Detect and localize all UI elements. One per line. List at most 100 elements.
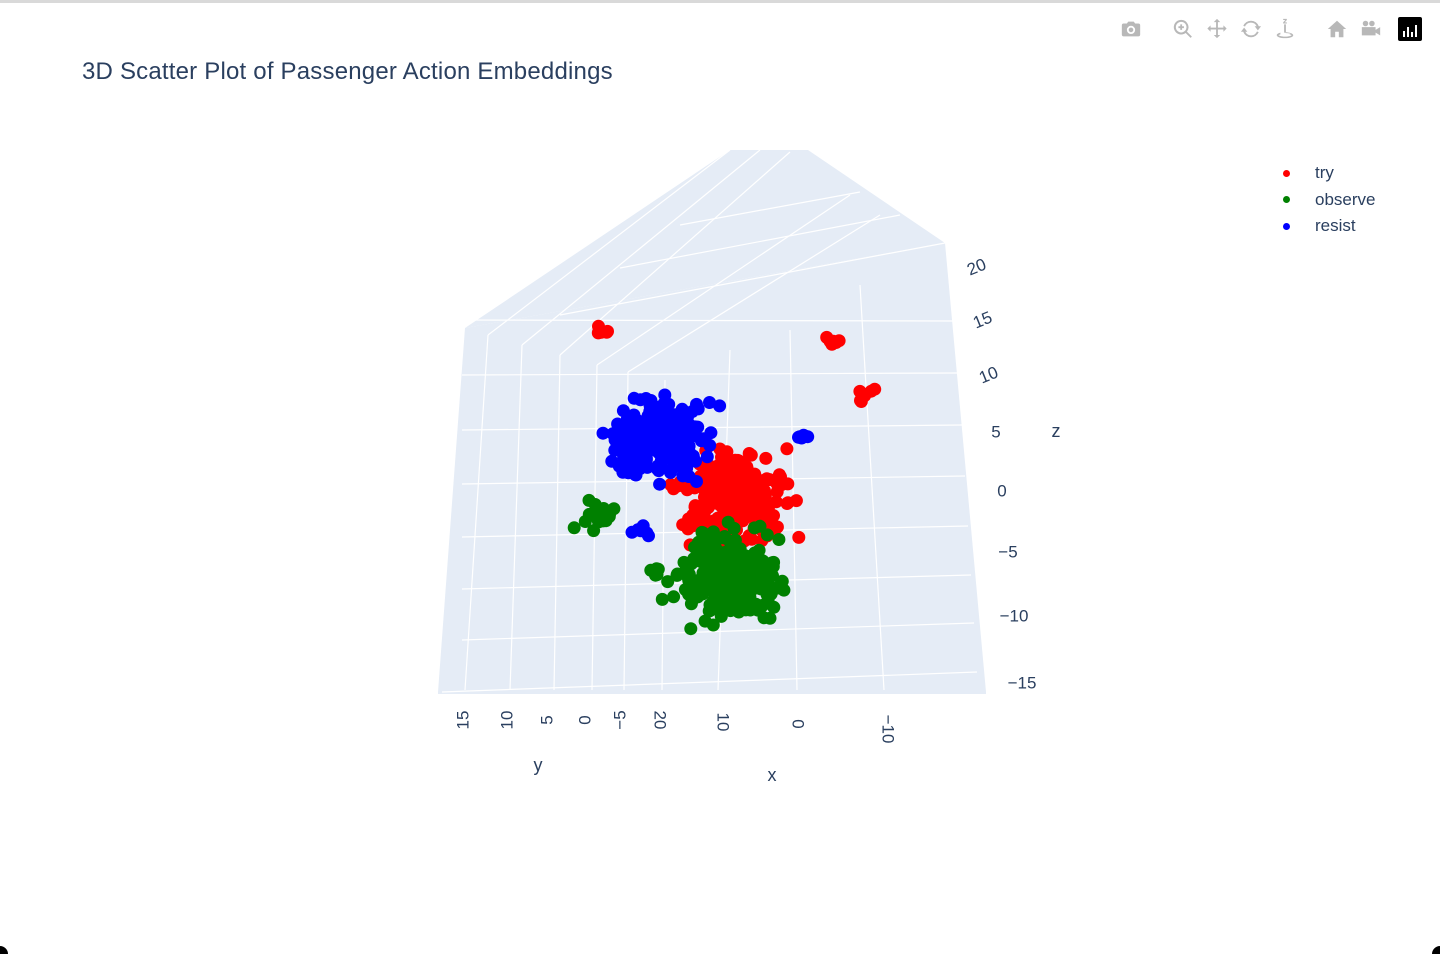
- grid-line-vertical: [509, 344, 523, 691]
- point-try: [759, 451, 773, 465]
- point-resist: [685, 405, 699, 418]
- x-axis-title: x: [768, 765, 777, 785]
- point-observe: [709, 566, 723, 580]
- point-try: [715, 499, 728, 513]
- legend-marker-resist: [1283, 222, 1290, 230]
- z-axis-title: z: [1052, 421, 1061, 441]
- point-observe: [681, 571, 695, 585]
- point-observe: [592, 515, 606, 529]
- window-top-border: [0, 0, 1440, 3]
- turntable-rotation-icon[interactable]: [1272, 16, 1298, 42]
- point-try: [736, 503, 749, 517]
- z-tick-label: 0: [997, 481, 1006, 500]
- point-observe: [723, 534, 737, 548]
- point-observe: [726, 544, 739, 558]
- point-resist: [700, 450, 714, 464]
- legend-item-try[interactable]: try: [1276, 160, 1375, 187]
- point-try: [825, 337, 839, 351]
- point-resist: [629, 414, 643, 428]
- grid-line-z: [461, 319, 957, 322]
- orbit-rotation-icon[interactable]: [1238, 16, 1264, 42]
- front-wall-plane: [438, 692, 986, 694]
- grid-line-floor: [521, 149, 761, 346]
- point-resist: [634, 524, 648, 538]
- point-observe: [752, 543, 766, 557]
- grid-line-z: [441, 671, 978, 693]
- zoom-icon[interactable]: [1170, 16, 1196, 42]
- point-resist: [627, 391, 641, 405]
- video-camera-icon[interactable]: [1358, 16, 1384, 42]
- point-resist: [596, 426, 610, 440]
- y-tick-label: 5: [537, 715, 556, 724]
- point-resist: [643, 399, 657, 413]
- point-try: [682, 512, 696, 526]
- point-try: [854, 394, 867, 407]
- point-try: [704, 467, 718, 481]
- point-try: [792, 530, 806, 544]
- legend-item-observe[interactable]: observe: [1276, 187, 1375, 214]
- z-tick-label: −10: [1000, 606, 1029, 625]
- plotly-logo-icon[interactable]: [1398, 17, 1422, 41]
- point-resist: [713, 399, 727, 413]
- legend-item-resist[interactable]: resist: [1276, 213, 1375, 240]
- point-try: [740, 462, 754, 476]
- home-icon[interactable]: [1324, 16, 1350, 42]
- point-observe: [567, 521, 581, 535]
- point-observe: [706, 618, 720, 632]
- camera-icon[interactable]: [1118, 16, 1144, 42]
- point-observe: [738, 585, 752, 599]
- point-try: [693, 503, 707, 517]
- x-tick-label: 0: [789, 719, 808, 728]
- point-observe: [711, 531, 724, 545]
- z-tick-label: 5: [991, 422, 1000, 441]
- point-resist: [606, 427, 620, 441]
- point-observe: [760, 528, 774, 542]
- point-resist: [649, 410, 663, 424]
- y-axis-title: y: [534, 755, 543, 775]
- chart-title: 3D Scatter Plot of Passenger Action Embe…: [82, 58, 613, 85]
- point-try: [781, 477, 795, 491]
- point-observe: [770, 581, 784, 595]
- point-observe: [655, 592, 669, 606]
- point-resist: [621, 466, 635, 480]
- point-observe: [709, 541, 723, 555]
- point-try: [713, 442, 727, 456]
- x-tick-label: 10: [714, 713, 733, 732]
- point-try: [780, 442, 794, 456]
- floor-plane: [465, 150, 945, 328]
- point-observe: [648, 564, 662, 578]
- point-try: [868, 382, 882, 396]
- point-observe: [731, 602, 745, 616]
- point-observe: [670, 568, 684, 582]
- legend-label-resist: resist: [1315, 216, 1356, 236]
- x-tick-label: 20: [651, 711, 670, 730]
- point-try: [769, 495, 783, 509]
- z-tick-label: 15: [970, 308, 995, 333]
- x-tick-label: −10: [879, 715, 898, 744]
- point-resist: [677, 463, 691, 477]
- plot-modebar: [1118, 14, 1422, 44]
- point-observe: [720, 573, 734, 587]
- legend-label-try: try: [1315, 163, 1334, 183]
- point-observe: [760, 587, 774, 601]
- point-resist: [654, 458, 668, 472]
- point-observe: [756, 554, 770, 568]
- legend: try observe resist: [1276, 160, 1375, 240]
- grid-line-vertical: [859, 284, 885, 691]
- grid-line-floor: [596, 194, 851, 366]
- point-try: [781, 496, 795, 510]
- pan-icon[interactable]: [1204, 16, 1230, 42]
- point-try: [703, 492, 717, 506]
- z-tick-label: −5: [998, 542, 1017, 561]
- point-resist: [689, 423, 703, 437]
- point-resist: [647, 432, 661, 446]
- point-resist: [611, 437, 625, 451]
- point-try: [752, 475, 766, 489]
- point-observe: [736, 566, 750, 580]
- point-observe: [753, 574, 767, 588]
- point-observe: [772, 533, 786, 546]
- point-observe: [691, 548, 705, 562]
- point-observe: [684, 597, 698, 611]
- point-observe: [757, 611, 771, 625]
